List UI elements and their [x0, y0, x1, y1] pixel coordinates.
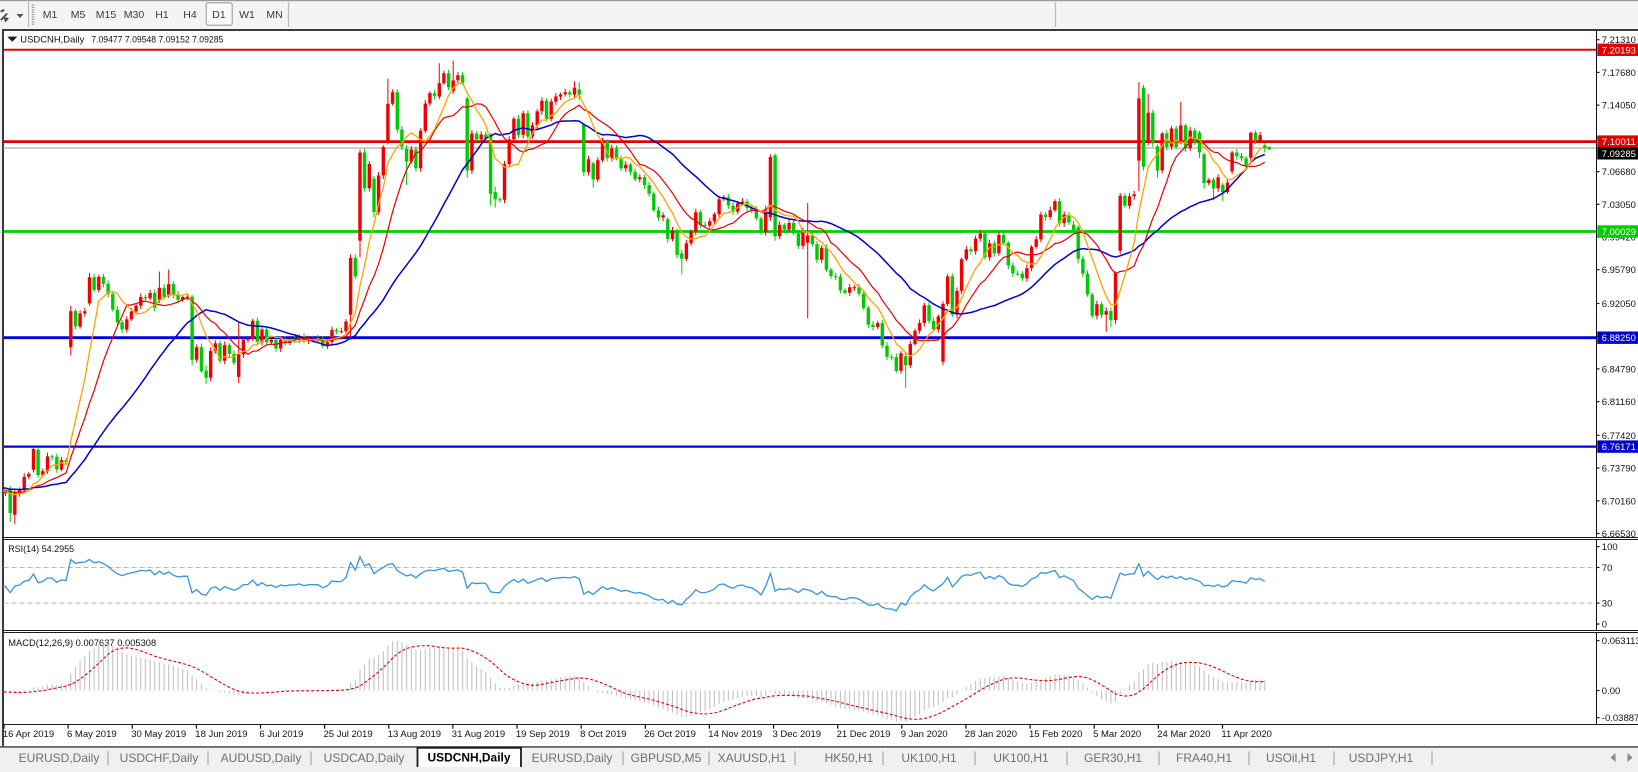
svg-text:USDJPY,H1: USDJPY,H1 — [1349, 751, 1414, 765]
svg-text:M30: M30 — [124, 9, 145, 21]
svg-text:6.70160: 6.70160 — [1602, 496, 1636, 507]
svg-text:RSI(14) 54.2955: RSI(14) 54.2955 — [8, 544, 74, 555]
svg-text:7.00029: 7.00029 — [1602, 227, 1636, 238]
svg-text:USDCAD,Daily: USDCAD,Daily — [324, 751, 405, 765]
svg-text:M15: M15 — [96, 9, 117, 21]
svg-text:14 Nov 2019: 14 Nov 2019 — [708, 729, 762, 740]
svg-text:15 Feb 2020: 15 Feb 2020 — [1029, 729, 1082, 740]
svg-text:EURUSD,Daily: EURUSD,Daily — [19, 751, 100, 765]
svg-text:7.10011: 7.10011 — [1602, 137, 1636, 148]
svg-text:HK50,H1: HK50,H1 — [825, 751, 874, 765]
svg-text:8 Oct 2019: 8 Oct 2019 — [580, 729, 626, 740]
svg-text:H1: H1 — [155, 9, 169, 21]
svg-text:31 Aug 2019: 31 Aug 2019 — [452, 729, 505, 740]
svg-text:30: 30 — [1602, 599, 1613, 610]
svg-text:3 Dec 2019: 3 Dec 2019 — [773, 729, 822, 740]
svg-text:0.00: 0.00 — [1602, 686, 1621, 697]
svg-text:USDCNH,Daily: USDCNH,Daily — [428, 751, 511, 765]
svg-text:6.99420: 6.99420 — [1602, 233, 1636, 244]
svg-text:6.95790: 6.95790 — [1602, 265, 1636, 276]
svg-text:6 May 2019: 6 May 2019 — [67, 729, 117, 740]
svg-text:7.20193: 7.20193 — [1602, 45, 1636, 56]
svg-text:5 Mar 2020: 5 Mar 2020 — [1093, 729, 1141, 740]
svg-text:UK100,H1: UK100,H1 — [993, 751, 1049, 765]
svg-text:M5: M5 — [71, 9, 86, 21]
svg-text:AUDUSD,Daily: AUDUSD,Daily — [221, 751, 302, 765]
svg-text:13 Aug 2019: 13 Aug 2019 — [388, 729, 441, 740]
svg-text:6.77420: 6.77420 — [1602, 431, 1636, 442]
svg-text:GER30,H1: GER30,H1 — [1084, 751, 1142, 765]
svg-text:30 May 2019: 30 May 2019 — [131, 729, 186, 740]
svg-text:USDCNH,Daily: USDCNH,Daily — [20, 35, 84, 46]
svg-text:H4: H4 — [183, 9, 197, 21]
svg-text:6.92050: 6.92050 — [1602, 299, 1636, 310]
svg-text:6.88250: 6.88250 — [1602, 333, 1636, 344]
svg-text:6.66530: 6.66530 — [1602, 529, 1636, 540]
svg-text:0.063113: 0.063113 — [1602, 636, 1638, 647]
svg-text:6.81160: 6.81160 — [1602, 397, 1636, 408]
svg-text:-0.038872: -0.038872 — [1602, 713, 1638, 724]
svg-text:7.03050: 7.03050 — [1602, 200, 1636, 211]
svg-text:XAUUSD,H1: XAUUSD,H1 — [718, 751, 787, 765]
svg-text:7.21310: 7.21310 — [1602, 35, 1636, 46]
svg-text:UK100,H1: UK100,H1 — [901, 751, 957, 765]
svg-text:GBPUSD,M5: GBPUSD,M5 — [631, 751, 702, 765]
svg-text:FRA40,H1: FRA40,H1 — [1176, 751, 1232, 765]
svg-text:6 Jul 2019: 6 Jul 2019 — [259, 729, 303, 740]
svg-text:19 Sep 2019: 19 Sep 2019 — [516, 729, 570, 740]
svg-text:21 Dec 2019: 21 Dec 2019 — [837, 729, 891, 740]
svg-text:D1: D1 — [212, 9, 226, 21]
svg-text:25 Jul 2019: 25 Jul 2019 — [324, 729, 373, 740]
svg-text:MN: MN — [266, 9, 282, 21]
svg-text:7.06680: 7.06680 — [1602, 167, 1636, 178]
svg-text:16 Apr 2019: 16 Apr 2019 — [3, 729, 54, 740]
svg-text:W1: W1 — [239, 9, 255, 21]
svg-text:100: 100 — [1602, 542, 1618, 553]
svg-text:7.09477 7.09548 7.09152 7.0928: 7.09477 7.09548 7.09152 7.09285 — [91, 35, 223, 46]
svg-text:26 Oct 2019: 26 Oct 2019 — [644, 729, 696, 740]
svg-text:0: 0 — [1602, 620, 1607, 631]
svg-text:7.17680: 7.17680 — [1602, 68, 1636, 79]
svg-text:M1: M1 — [43, 9, 58, 21]
svg-text:6.73790: 6.73790 — [1602, 464, 1636, 475]
svg-text:18 Jun 2019: 18 Jun 2019 — [195, 729, 247, 740]
svg-text:24 Mar 2020: 24 Mar 2020 — [1157, 729, 1210, 740]
svg-text:7.14050: 7.14050 — [1602, 101, 1636, 112]
svg-text:28 Jan 2020: 28 Jan 2020 — [965, 729, 1017, 740]
svg-text:70: 70 — [1602, 563, 1613, 574]
svg-text:USDCHF,Daily: USDCHF,Daily — [120, 751, 199, 765]
svg-text:MACD(12,26,9) 0.007637 0.00530: MACD(12,26,9) 0.007637 0.005308 — [8, 638, 156, 649]
svg-text:11 Apr 2020: 11 Apr 2020 — [1221, 729, 1272, 740]
svg-text:6.84790: 6.84790 — [1602, 364, 1636, 375]
svg-text:9 Jan 2020: 9 Jan 2020 — [901, 729, 948, 740]
svg-text:7.09285: 7.09285 — [1602, 149, 1636, 160]
svg-text:6.76171: 6.76171 — [1602, 442, 1636, 453]
svg-text:EURUSD,Daily: EURUSD,Daily — [532, 751, 613, 765]
svg-text:USOil,H1: USOil,H1 — [1266, 751, 1316, 765]
